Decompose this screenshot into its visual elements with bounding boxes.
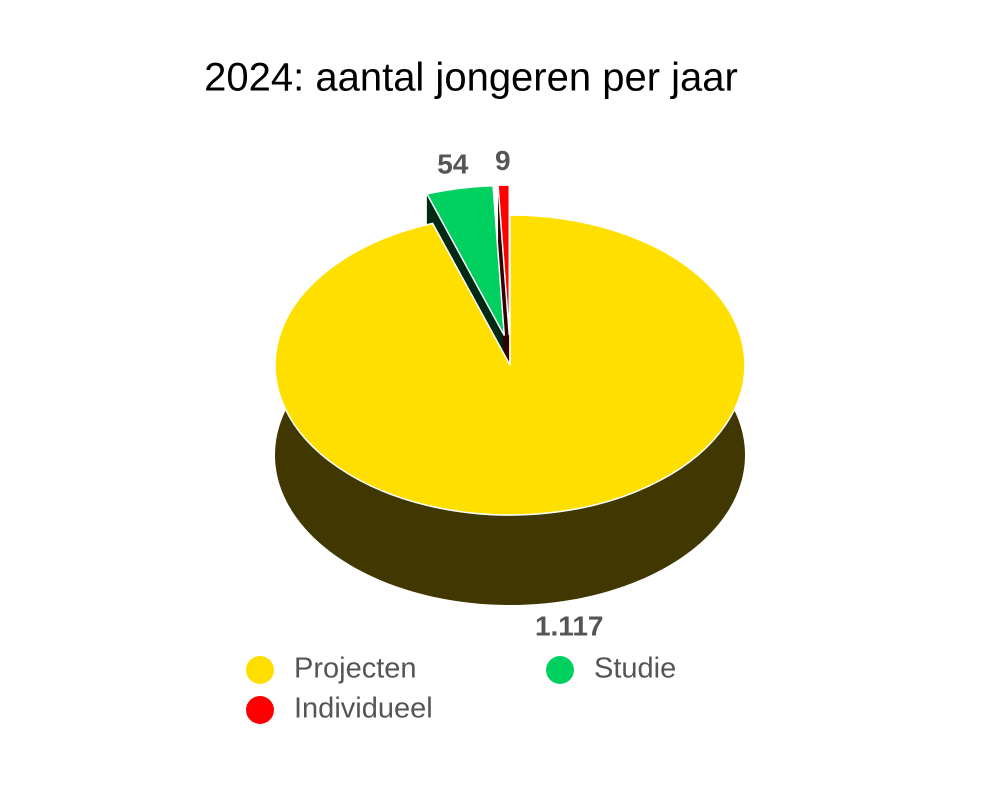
legend-marker bbox=[246, 696, 274, 724]
chart-title: 2024: aantal jongeren per jaar bbox=[204, 56, 738, 100]
legend-marker bbox=[246, 656, 274, 684]
value-label: 54 bbox=[437, 149, 469, 180]
pie-slice bbox=[274, 214, 746, 516]
legend-marker bbox=[546, 656, 574, 684]
value-label: 9 bbox=[495, 145, 511, 176]
legend-label: Projecten bbox=[294, 653, 417, 685]
value-label: 1.117 bbox=[535, 610, 604, 641]
pie-slice bbox=[497, 184, 511, 336]
legend-label: Individueel bbox=[294, 693, 433, 725]
pie-slice bbox=[425, 184, 506, 336]
legend-label: Studie bbox=[594, 653, 676, 685]
